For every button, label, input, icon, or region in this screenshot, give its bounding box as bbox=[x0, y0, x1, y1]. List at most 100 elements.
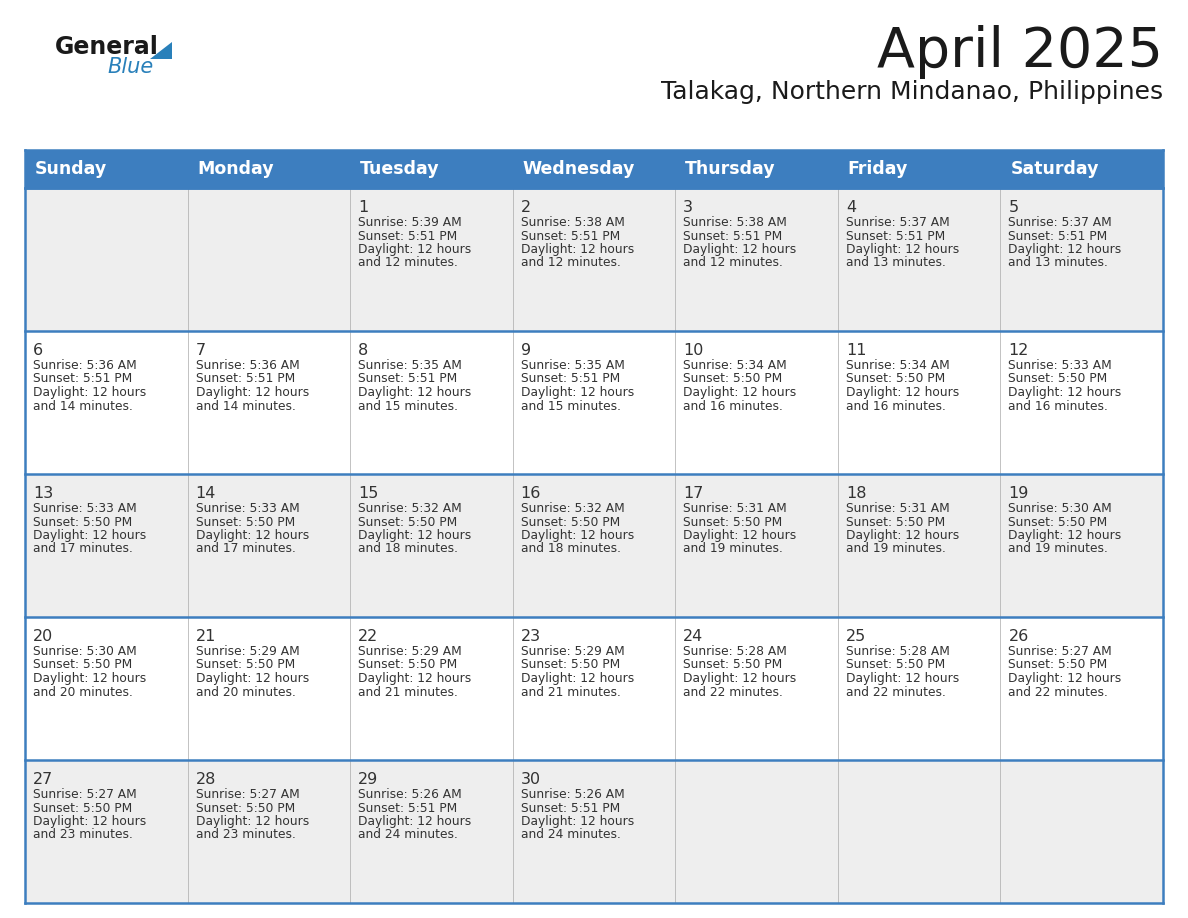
Text: Friday: Friday bbox=[848, 160, 909, 178]
Text: Sunset: 5:51 PM: Sunset: 5:51 PM bbox=[33, 373, 132, 386]
Text: 30: 30 bbox=[520, 772, 541, 787]
Text: 2: 2 bbox=[520, 200, 531, 215]
Text: 18: 18 bbox=[846, 486, 866, 501]
Text: Sunrise: 5:32 AM: Sunrise: 5:32 AM bbox=[358, 502, 462, 515]
Text: Sunrise: 5:30 AM: Sunrise: 5:30 AM bbox=[33, 645, 137, 658]
Text: Sunset: 5:50 PM: Sunset: 5:50 PM bbox=[196, 516, 295, 529]
Text: Sunrise: 5:33 AM: Sunrise: 5:33 AM bbox=[196, 502, 299, 515]
Text: Daylight: 12 hours: Daylight: 12 hours bbox=[196, 672, 309, 685]
Text: 4: 4 bbox=[846, 200, 857, 215]
Text: 3: 3 bbox=[683, 200, 694, 215]
Text: Sunset: 5:50 PM: Sunset: 5:50 PM bbox=[196, 801, 295, 814]
Text: Sunrise: 5:31 AM: Sunrise: 5:31 AM bbox=[683, 502, 786, 515]
Text: 11: 11 bbox=[846, 343, 866, 358]
Text: Sunset: 5:51 PM: Sunset: 5:51 PM bbox=[683, 230, 783, 242]
Text: Daylight: 12 hours: Daylight: 12 hours bbox=[683, 529, 796, 542]
Text: and 12 minutes.: and 12 minutes. bbox=[683, 256, 783, 270]
Text: Sunset: 5:50 PM: Sunset: 5:50 PM bbox=[846, 373, 946, 386]
Text: Daylight: 12 hours: Daylight: 12 hours bbox=[358, 672, 472, 685]
Text: and 17 minutes.: and 17 minutes. bbox=[196, 543, 296, 555]
Text: Daylight: 12 hours: Daylight: 12 hours bbox=[683, 243, 796, 256]
Text: Daylight: 12 hours: Daylight: 12 hours bbox=[358, 529, 472, 542]
Text: Daylight: 12 hours: Daylight: 12 hours bbox=[520, 815, 634, 828]
Text: and 21 minutes.: and 21 minutes. bbox=[520, 686, 620, 699]
Text: Daylight: 12 hours: Daylight: 12 hours bbox=[683, 672, 796, 685]
Text: Sunrise: 5:36 AM: Sunrise: 5:36 AM bbox=[33, 359, 137, 372]
Text: Tuesday: Tuesday bbox=[360, 160, 440, 178]
Text: and 24 minutes.: and 24 minutes. bbox=[520, 829, 620, 842]
Text: Sunrise: 5:31 AM: Sunrise: 5:31 AM bbox=[846, 502, 949, 515]
Text: and 13 minutes.: and 13 minutes. bbox=[1009, 256, 1108, 270]
Text: Blue: Blue bbox=[107, 57, 153, 77]
Text: Sunrise: 5:33 AM: Sunrise: 5:33 AM bbox=[1009, 359, 1112, 372]
Polygon shape bbox=[150, 42, 172, 59]
Text: Sunset: 5:50 PM: Sunset: 5:50 PM bbox=[846, 516, 946, 529]
Text: and 12 minutes.: and 12 minutes. bbox=[358, 256, 459, 270]
Text: Sunrise: 5:38 AM: Sunrise: 5:38 AM bbox=[683, 216, 788, 229]
Text: Sunset: 5:50 PM: Sunset: 5:50 PM bbox=[1009, 516, 1107, 529]
Text: Sunrise: 5:29 AM: Sunrise: 5:29 AM bbox=[520, 645, 625, 658]
Text: Sunrise: 5:27 AM: Sunrise: 5:27 AM bbox=[33, 788, 137, 801]
Text: Sunrise: 5:33 AM: Sunrise: 5:33 AM bbox=[33, 502, 137, 515]
Text: Sunrise: 5:28 AM: Sunrise: 5:28 AM bbox=[846, 645, 949, 658]
Text: Daylight: 12 hours: Daylight: 12 hours bbox=[520, 243, 634, 256]
Text: Saturday: Saturday bbox=[1011, 160, 1099, 178]
Text: Daylight: 12 hours: Daylight: 12 hours bbox=[196, 529, 309, 542]
Text: and 19 minutes.: and 19 minutes. bbox=[1009, 543, 1108, 555]
Text: and 22 minutes.: and 22 minutes. bbox=[1009, 686, 1108, 699]
Text: Sunrise: 5:28 AM: Sunrise: 5:28 AM bbox=[683, 645, 788, 658]
Text: and 23 minutes.: and 23 minutes. bbox=[196, 829, 296, 842]
Text: and 19 minutes.: and 19 minutes. bbox=[683, 543, 783, 555]
Text: Sunrise: 5:37 AM: Sunrise: 5:37 AM bbox=[846, 216, 949, 229]
Text: and 19 minutes.: and 19 minutes. bbox=[846, 543, 946, 555]
Text: Wednesday: Wednesday bbox=[523, 160, 636, 178]
Text: 25: 25 bbox=[846, 629, 866, 644]
Text: and 24 minutes.: and 24 minutes. bbox=[358, 829, 459, 842]
Text: 10: 10 bbox=[683, 343, 703, 358]
Text: Thursday: Thursday bbox=[685, 160, 776, 178]
Text: and 20 minutes.: and 20 minutes. bbox=[33, 686, 133, 699]
Text: Sunrise: 5:27 AM: Sunrise: 5:27 AM bbox=[196, 788, 299, 801]
Text: Daylight: 12 hours: Daylight: 12 hours bbox=[33, 672, 146, 685]
Text: 15: 15 bbox=[358, 486, 379, 501]
Bar bbox=[25, 760, 1163, 903]
Text: 26: 26 bbox=[1009, 629, 1029, 644]
Text: 24: 24 bbox=[683, 629, 703, 644]
Text: Sunset: 5:50 PM: Sunset: 5:50 PM bbox=[683, 373, 783, 386]
Text: Daylight: 12 hours: Daylight: 12 hours bbox=[196, 386, 309, 399]
Text: Sunrise: 5:26 AM: Sunrise: 5:26 AM bbox=[358, 788, 462, 801]
Text: General: General bbox=[55, 35, 159, 59]
Text: 9: 9 bbox=[520, 343, 531, 358]
Text: Sunset: 5:50 PM: Sunset: 5:50 PM bbox=[520, 658, 620, 671]
Text: Sunrise: 5:34 AM: Sunrise: 5:34 AM bbox=[846, 359, 949, 372]
Text: 12: 12 bbox=[1009, 343, 1029, 358]
Text: Sunrise: 5:35 AM: Sunrise: 5:35 AM bbox=[520, 359, 625, 372]
Text: Sunset: 5:51 PM: Sunset: 5:51 PM bbox=[846, 230, 946, 242]
Text: Sunset: 5:51 PM: Sunset: 5:51 PM bbox=[358, 801, 457, 814]
Text: and 20 minutes.: and 20 minutes. bbox=[196, 686, 296, 699]
Text: and 14 minutes.: and 14 minutes. bbox=[196, 399, 296, 412]
Text: Sunrise: 5:39 AM: Sunrise: 5:39 AM bbox=[358, 216, 462, 229]
Text: Sunset: 5:51 PM: Sunset: 5:51 PM bbox=[196, 373, 295, 386]
Text: Daylight: 12 hours: Daylight: 12 hours bbox=[358, 386, 472, 399]
Text: and 15 minutes.: and 15 minutes. bbox=[358, 399, 459, 412]
Text: Sunset: 5:50 PM: Sunset: 5:50 PM bbox=[196, 658, 295, 671]
Text: Sunset: 5:50 PM: Sunset: 5:50 PM bbox=[846, 658, 946, 671]
Bar bbox=[25, 188, 1163, 331]
Text: 28: 28 bbox=[196, 772, 216, 787]
Text: Sunset: 5:51 PM: Sunset: 5:51 PM bbox=[520, 373, 620, 386]
Text: and 18 minutes.: and 18 minutes. bbox=[520, 543, 620, 555]
Text: Sunset: 5:51 PM: Sunset: 5:51 PM bbox=[520, 230, 620, 242]
Text: Sunset: 5:50 PM: Sunset: 5:50 PM bbox=[683, 658, 783, 671]
Text: Talakag, Northern Mindanao, Philippines: Talakag, Northern Mindanao, Philippines bbox=[661, 80, 1163, 104]
Text: Daylight: 12 hours: Daylight: 12 hours bbox=[520, 386, 634, 399]
Text: Sunset: 5:50 PM: Sunset: 5:50 PM bbox=[520, 516, 620, 529]
Text: Sunset: 5:51 PM: Sunset: 5:51 PM bbox=[520, 801, 620, 814]
Text: 23: 23 bbox=[520, 629, 541, 644]
Bar bbox=[25, 474, 1163, 617]
Text: 5: 5 bbox=[1009, 200, 1018, 215]
Text: and 14 minutes.: and 14 minutes. bbox=[33, 399, 133, 412]
Text: and 23 minutes.: and 23 minutes. bbox=[33, 829, 133, 842]
Text: Sunrise: 5:35 AM: Sunrise: 5:35 AM bbox=[358, 359, 462, 372]
Text: Sunrise: 5:27 AM: Sunrise: 5:27 AM bbox=[1009, 645, 1112, 658]
